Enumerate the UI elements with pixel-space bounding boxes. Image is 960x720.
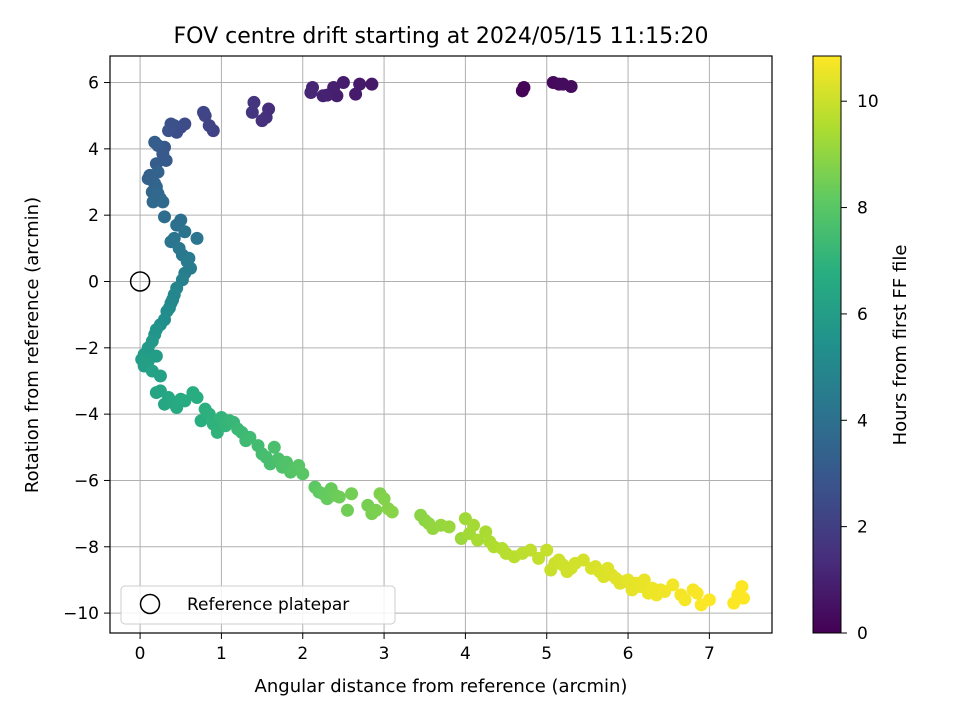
y-tick-label: −2 [74,339,99,359]
y-tick-label: 4 [88,140,99,160]
data-point [576,553,590,567]
data-point [385,505,399,519]
data-point [178,225,192,239]
data-point [162,124,176,138]
data-point [190,391,204,405]
data-point [564,80,578,94]
x-tick-label: 2 [297,644,308,664]
colorbar-gradient [812,55,842,634]
y-tick-label: −10 [63,604,99,624]
legend-entry-label: Reference platepar [187,595,349,615]
data-point [316,89,330,103]
data-point [151,165,165,179]
data-point [180,255,194,269]
data-point [336,76,350,90]
plot-area-frame [109,55,773,634]
x-tick-label: 1 [216,644,227,664]
data-point [202,119,216,133]
colorbar-tick-label: 10 [857,92,879,112]
data-point [255,114,269,128]
data-points [135,76,751,612]
y-axis-label: Rotation from reference (arcmin) [22,197,43,493]
y-tick-label: 0 [88,272,99,292]
data-point [202,407,216,421]
legend-box [120,585,396,625]
colorbar-tick-label: 4 [857,411,868,431]
data-point [178,394,192,408]
colorbar-tick-label: 8 [857,199,868,219]
reference-marker-group [129,271,151,292]
data-point [365,77,379,91]
y-tick-label: 6 [88,74,99,94]
grid-lines [110,56,772,633]
data-point [296,467,310,481]
data-point [666,578,680,592]
colorbar-tick-label: 0 [857,624,868,644]
data-point [517,81,531,95]
data-point [479,525,493,539]
data-point [369,503,383,517]
chart-title: FOV centre drift starting at 2024/05/15 … [174,24,709,49]
data-point [153,369,167,383]
y-tick-label: −8 [74,538,99,558]
data-point [637,573,651,587]
colorbar-tick-label: 2 [857,518,868,538]
data-point [267,440,281,454]
data-point [737,591,751,605]
y-axis: −10 −8 −6 −4 −2 0 2 4 6 [63,74,110,624]
data-point [345,487,359,501]
colorbar-tick-label: 6 [857,305,868,325]
data-point [157,210,171,224]
data-point [245,105,259,119]
data-point [690,586,704,600]
colorbar-ticks: 0 2 4 6 8 10 [841,92,879,644]
data-point [247,95,261,109]
data-point [243,430,257,444]
data-point [442,520,456,534]
data-point [540,543,554,557]
x-tick-label: 0 [135,644,146,664]
data-point [735,580,749,594]
data-point [149,349,163,363]
x-tick-label: 5 [541,644,552,664]
data-point [471,533,485,547]
data-point [148,135,162,149]
data-point [190,231,204,245]
x-axis: 0 1 2 3 4 5 6 7 [135,633,715,664]
data-point [467,518,481,532]
data-point [340,503,354,517]
data-point [349,87,363,101]
data-point [304,85,318,99]
data-point [532,551,546,565]
data-point [523,543,537,557]
reference-marker [129,271,151,292]
legend: Reference platepar [120,585,396,625]
data-point [702,593,716,607]
data-point [332,490,346,504]
legend-marker [139,593,161,615]
x-tick-label: 4 [460,644,471,664]
x-tick-label: 7 [704,644,715,664]
y-tick-label: −4 [74,405,99,425]
x-axis-label: Angular distance from reference (arcmin) [255,676,628,697]
y-tick-label: 2 [88,206,99,226]
x-tick-label: 6 [623,644,634,664]
data-point [156,195,170,209]
y-tick-label: −6 [74,471,99,491]
x-tick-label: 3 [379,644,390,664]
data-point [678,593,692,607]
colorbar: 0 2 4 6 8 10 Hours from first FF file [812,55,911,644]
data-point [353,77,367,91]
colorbar-label: Hours from first FF file [890,245,911,446]
data-point [377,492,391,506]
data-point [197,105,211,119]
